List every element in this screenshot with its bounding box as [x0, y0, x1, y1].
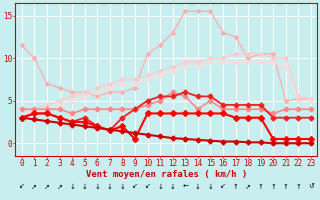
X-axis label: Vent moyen/en rafales ( km/h ): Vent moyen/en rafales ( km/h )	[86, 170, 247, 179]
